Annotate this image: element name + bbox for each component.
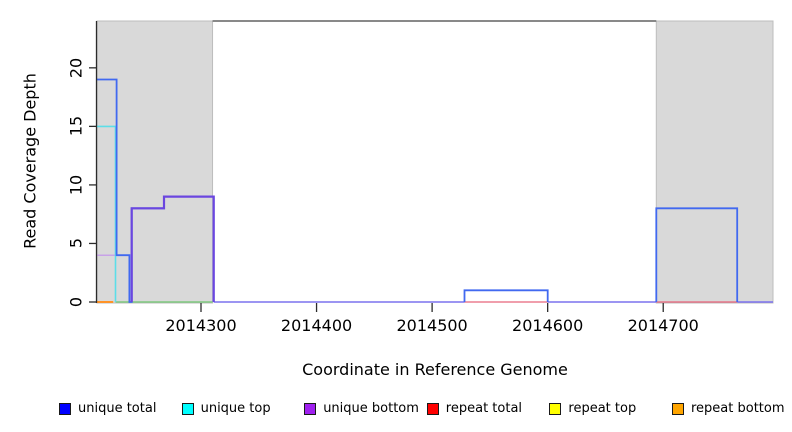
y-tick-label: 20: [66, 57, 86, 79]
series-unique-total-line: [655, 207, 739, 302]
left-masked-region: [96, 20, 214, 304]
x-axis-title: Coordinate in Reference Genome: [302, 360, 568, 379]
series-unique-bottom-steps-line: [130, 195, 215, 302]
legend-item-label: unique top: [200, 401, 271, 416]
legend-item-label: repeat total: [445, 401, 523, 416]
legend-swatch-unique-total: [59, 403, 71, 415]
y-axis-title: Read Coverage Depth: [20, 73, 40, 249]
x-tick-label: 2014500: [396, 316, 468, 335]
legend-swatch-repeat-bottom: [672, 403, 684, 415]
legend-item-repeat-bottom: repeat bottom: [672, 402, 785, 416]
legend-item-label: unique bottom: [323, 401, 419, 416]
x-tick-label: 2014400: [280, 316, 353, 335]
legend-item-unique-total: unique total: [59, 402, 156, 416]
legend-item-unique-top: unique top: [181, 401, 271, 416]
legend-swatch-unique-top: [181, 403, 194, 415]
y-tick-label: 5: [66, 238, 86, 249]
y-tick-label: 10: [66, 174, 86, 196]
x-tick-label: 2014300: [165, 316, 237, 335]
legend-item-label: unique total: [78, 401, 157, 416]
legend-item-repeat-top: repeat top: [549, 402, 636, 416]
series-unique-top-line: [97, 125, 117, 302]
legend-swatch-repeat-total: [426, 403, 439, 415]
y-tick-label: 15: [66, 116, 86, 137]
legend-swatch-repeat-top: [549, 403, 562, 415]
legend-item-unique-bottom: unique bottom: [304, 402, 419, 416]
legend-item-label: repeat bottom: [691, 401, 785, 416]
series-unique-total-line: [463, 289, 549, 302]
x-tick-label: 2014700: [627, 316, 699, 335]
y-tick-label: 0: [66, 296, 86, 308]
right-masked-region: [655, 20, 774, 304]
legend-item-label: repeat top: [568, 401, 637, 416]
legend-item-repeat-total: repeat total: [426, 401, 523, 416]
legend-swatch-unique-bottom: [304, 403, 317, 415]
x-tick-label: 2014600: [512, 316, 584, 335]
